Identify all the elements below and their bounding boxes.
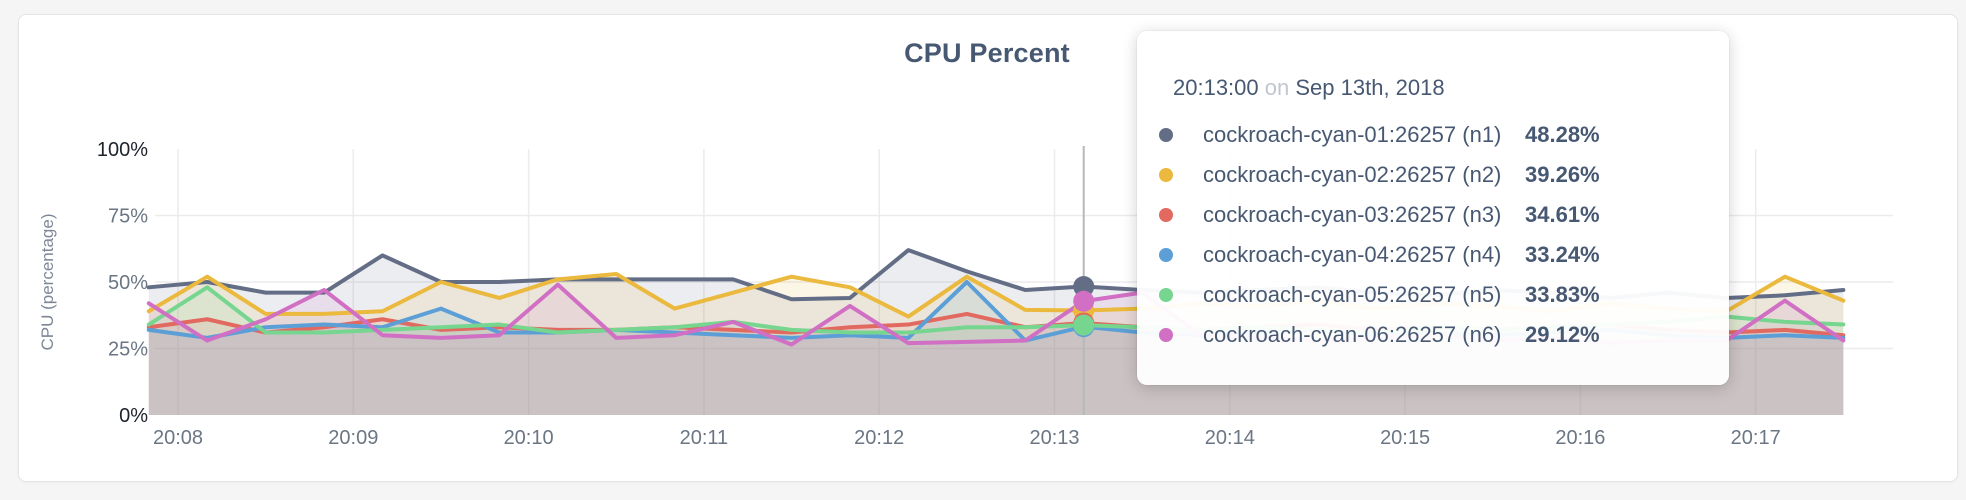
x-tick-label: 20:09 [328, 427, 378, 449]
x-tick-label: 20:14 [1205, 427, 1255, 449]
x-tick-label: 20:10 [504, 427, 554, 449]
hover-dot-n1 [1073, 276, 1095, 298]
y-axis-label: CPU (percentage) [38, 213, 57, 351]
x-tick-label: 20:13 [1029, 427, 1079, 449]
series-color-dot [1159, 288, 1173, 302]
tooltip-series-row: cockroach-cyan-06:26257 (n6) 29.12% [1159, 315, 1699, 355]
hover-dot-n5 [1073, 314, 1095, 336]
series-value: 39.26% [1525, 162, 1600, 187]
tooltip-time: 20:13:00 [1173, 75, 1259, 100]
series-value: 33.83% [1525, 282, 1600, 307]
series-color-dot [1159, 208, 1173, 222]
tooltip-date: Sep 13th, 2018 [1295, 75, 1445, 100]
series-value: 34.61% [1525, 202, 1600, 227]
series-color-dot [1159, 128, 1173, 142]
series-label: cockroach-cyan-02:26257 (n2) [1203, 162, 1502, 187]
x-tick-label: 20:12 [854, 427, 904, 449]
series-label: cockroach-cyan-03:26257 (n3) [1203, 202, 1502, 227]
x-tick-label: 20:15 [1380, 427, 1430, 449]
tooltip-series-row: cockroach-cyan-01:26257 (n1) 48.28% [1159, 115, 1699, 155]
tooltip-series-row: cockroach-cyan-05:26257 (n5) 33.83% [1159, 275, 1699, 315]
tooltip-series-row: cockroach-cyan-02:26257 (n2) 39.26% [1159, 155, 1699, 195]
series-color-dot [1159, 168, 1173, 182]
series-label: cockroach-cyan-04:26257 (n4) [1203, 242, 1502, 267]
y-tick-label: 25% [108, 339, 148, 361]
tooltip-header: 20:13:00 on Sep 13th, 2018 [1173, 75, 1699, 101]
x-tick-label: 20:16 [1555, 427, 1605, 449]
hover-dot-n6 [1073, 290, 1095, 312]
x-tick-label: 20:17 [1731, 427, 1781, 449]
x-tick-label: 20:11 [680, 427, 729, 449]
series-label: cockroach-cyan-06:26257 (n6) [1203, 322, 1502, 347]
series-color-dot [1159, 248, 1173, 262]
series-color-dot [1159, 328, 1173, 342]
series-label: cockroach-cyan-05:26257 (n5) [1203, 282, 1502, 307]
chart-title: CPU Percent [904, 38, 1070, 68]
tooltip-series-row: cockroach-cyan-04:26257 (n4) 33.24% [1159, 235, 1699, 275]
hover-tooltip: 20:13:00 on Sep 13th, 2018 cockroach-cya… [1137, 31, 1729, 385]
tooltip-rows: cockroach-cyan-01:26257 (n1) 48.28% cockro… [1159, 115, 1699, 355]
tooltip-series-row: cockroach-cyan-03:26257 (n3) 34.61% [1159, 195, 1699, 235]
series-value: 29.12% [1525, 322, 1600, 347]
x-tick-label: 20:08 [153, 427, 203, 449]
series-label: cockroach-cyan-01:26257 (n1) [1203, 122, 1502, 147]
y-tick-label: 75% [108, 206, 148, 228]
series-value: 48.28% [1525, 122, 1600, 147]
y-tick-label: 50% [108, 272, 148, 294]
tooltip-on-word: on [1264, 75, 1290, 100]
y-tick-label: 100% [97, 139, 148, 161]
y-tick-label: 0% [119, 405, 148, 427]
series-value: 33.24% [1525, 242, 1600, 267]
